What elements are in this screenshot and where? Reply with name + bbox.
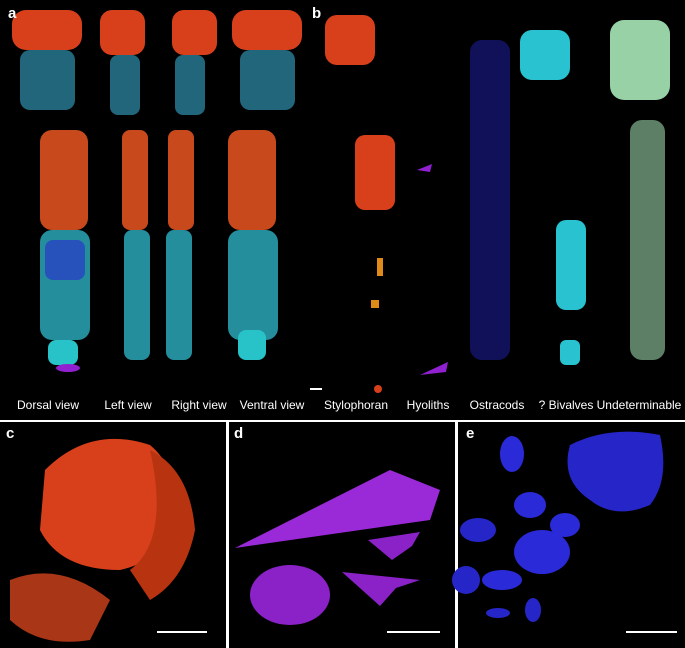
specimen-views [12,10,322,390]
view-label: Right view [171,398,227,412]
panel-letter: b [312,5,321,22]
dorsal-view [12,10,90,372]
left-view [100,10,150,360]
fossil-groups [325,15,670,393]
hyolith-closeup [235,470,440,633]
stylophoran-closeup [10,438,207,642]
ostracod-closeup [452,431,677,633]
group-label: Hyoliths [407,398,450,412]
group-label: ? Bivalves [539,398,594,412]
group-label: Undeterminable [597,398,682,412]
right-view [166,10,217,360]
panel-letter: c [6,425,14,442]
panel-letter: a [8,5,17,22]
panel-letter: e [466,425,474,442]
view-label: Ventral view [240,398,305,412]
view-label: Dorsal view [17,398,79,412]
panel-letter: d [234,425,243,442]
group-label: Stylophoran [324,398,388,412]
view-label: Left view [104,398,152,412]
ventral-view [228,10,302,360]
group-label: Ostracods [470,398,525,412]
